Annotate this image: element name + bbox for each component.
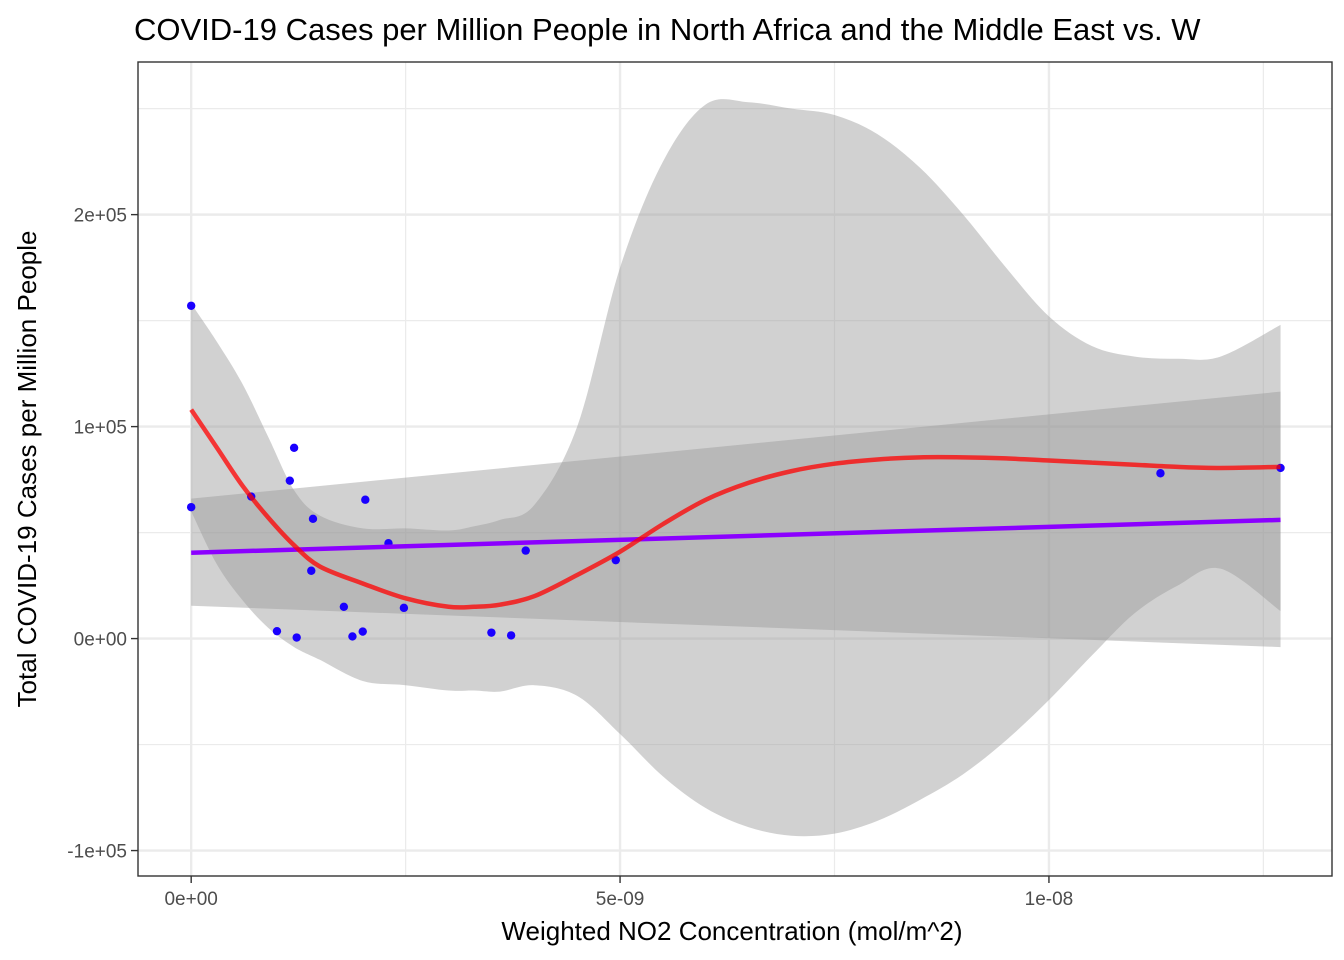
- x-axis-ticks: 0e+00 5e-09 1e-08: [164, 876, 1073, 910]
- data-point: [307, 566, 316, 575]
- y-tick-label: 0e+00: [74, 630, 127, 651]
- x-tick-label: 1e-08: [1025, 889, 1074, 910]
- data-point: [308, 514, 318, 524]
- x-tick-label: 0e+00: [164, 889, 217, 910]
- data-point: [521, 546, 530, 555]
- loess-fit-line: [189, 408, 1281, 610]
- data-point: [289, 443, 299, 453]
- panel-border: [137, 61, 1333, 877]
- y-axis-ticks: -1e+05 0e+00 1e+05 2e+05: [67, 206, 138, 863]
- data-point: [348, 632, 357, 641]
- data-point: [1156, 469, 1165, 478]
- fit-lines: [189, 408, 1281, 610]
- data-point: [186, 502, 196, 512]
- linear-fit-line: [191, 517, 1281, 555]
- data-point: [292, 633, 301, 642]
- confidence-ribbons: [191, 99, 1281, 837]
- y-tick-label: -1e+05: [67, 842, 127, 863]
- chart-title: COVID-19 Cases per Million People in Nor…: [134, 12, 1201, 47]
- data-point: [361, 495, 370, 504]
- data-point: [399, 603, 409, 613]
- data-point: [487, 628, 496, 637]
- y-tick-label: 1e+05: [74, 418, 127, 439]
- data-point: [186, 301, 196, 310]
- y-tick-label: 2e+05: [74, 206, 127, 227]
- y-axis-title: Total COVID-19 Cases per Million People: [12, 231, 42, 708]
- data-point: [285, 476, 295, 485]
- data-point: [611, 555, 620, 565]
- x-axis-title: Weighted NO2 Concentration (mol/m^2): [501, 916, 962, 946]
- data-point: [506, 631, 516, 640]
- data-point: [339, 602, 349, 611]
- data-point: [272, 626, 282, 636]
- x-tick-label: 5e-09: [596, 889, 645, 910]
- data-point: [358, 627, 367, 636]
- gridlines: [138, 62, 1332, 876]
- linear-confidence-band: [191, 391, 1281, 648]
- loess-confidence-band: [191, 99, 1281, 837]
